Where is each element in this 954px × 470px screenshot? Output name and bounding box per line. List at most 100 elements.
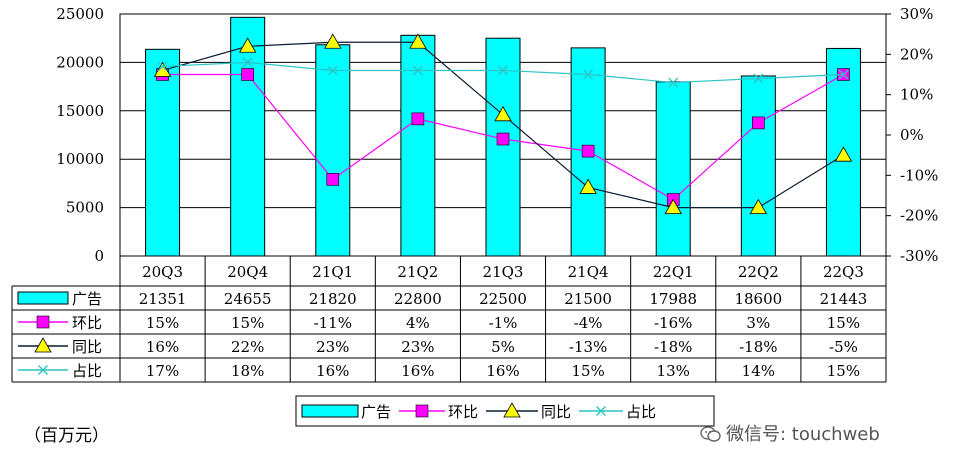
bar-series <box>145 16 861 257</box>
right-tick-label: -10% <box>900 166 938 184</box>
watermark-text: 微信号: touchweb <box>726 424 880 445</box>
table-row-label-占比: 占比 <box>72 362 102 380</box>
table-cell: 18% <box>231 362 264 380</box>
category-label: 21Q2 <box>397 263 438 281</box>
legend: 广告 环比 同比 占比 <box>295 395 715 427</box>
legend-key-广告 <box>301 404 359 418</box>
table-row-label-环比: 环比 <box>72 314 102 332</box>
right-tick-label: 20% <box>900 45 933 63</box>
point-同比-20Q4 <box>238 37 257 53</box>
legend-marker-占比 <box>38 365 48 375</box>
table-cell: -18% <box>654 338 692 356</box>
legend-label-广告: 广告 <box>361 403 391 421</box>
point-环比-21Q1 <box>326 173 340 186</box>
table-cell: 3% <box>746 314 770 332</box>
point-同比-21Q4 <box>579 178 597 194</box>
table-cell: 15% <box>571 362 604 380</box>
table-cell: 15% <box>146 314 179 332</box>
table-cell: 21500 <box>564 290 612 308</box>
table-cell: 22500 <box>479 290 527 308</box>
point-环比-22Q2 <box>752 116 765 130</box>
category-label: 21Q1 <box>312 263 353 281</box>
legend-marker-同比 <box>503 402 521 418</box>
line-series <box>153 33 853 215</box>
bar-20Q3 <box>145 48 181 257</box>
bar-22Q2 <box>740 75 776 257</box>
table-cell: 15% <box>827 362 860 380</box>
table-cell: -1% <box>489 314 518 332</box>
table-cell: 15% <box>827 314 860 332</box>
point-同比-21Q2 <box>409 33 427 49</box>
point-占比-22Q3 <box>838 69 849 80</box>
category-label: 20Q3 <box>142 263 183 281</box>
left-axis-ticks: 0 5000 10000 15000 20000 25000 <box>56 5 104 265</box>
table-cell: 23% <box>401 338 434 356</box>
legend-label-环比: 环比 <box>448 403 478 421</box>
point-同比-21Q1 <box>324 33 342 49</box>
right-tick-label: 10% <box>900 86 933 104</box>
bar-22Q1 <box>655 81 691 257</box>
table-cell: 16% <box>486 362 519 380</box>
legend-label-同比: 同比 <box>541 403 571 421</box>
table-cell: -16% <box>654 314 692 332</box>
right-tick-label: 0% <box>900 126 924 144</box>
table-cell: 22800 <box>394 290 442 308</box>
watermark: 微信号: touchweb <box>700 420 880 446</box>
data-table: 20Q3 20Q4 21Q1 21Q2 21Q3 21Q4 22Q1 22Q2 22Q3 广告 21… <box>11 255 887 383</box>
table-cell: 21820 <box>309 290 357 308</box>
table-cell: 15% <box>231 314 264 332</box>
legend-marker-同比 <box>34 337 52 353</box>
table-cell: 24655 <box>224 290 272 308</box>
point-占比-21Q3 <box>498 65 508 76</box>
legend-label-占比: 占比 <box>626 403 656 421</box>
right-tick-label: -30% <box>900 247 938 265</box>
point-同比-22Q2 <box>749 198 768 215</box>
point-占比-22Q1 <box>668 77 679 88</box>
table-cell: 16% <box>401 362 434 380</box>
point-同比-21Q3 <box>494 106 512 122</box>
left-tick-label: 25000 <box>56 5 104 23</box>
left-tick-label: 20000 <box>56 53 104 71</box>
category-label: 22Q3 <box>823 263 864 281</box>
point-同比-22Q3 <box>834 146 853 162</box>
table-cell: 21351 <box>139 290 187 308</box>
point-占比-21Q1 <box>327 65 338 76</box>
table-cell: 17988 <box>649 290 697 308</box>
point-环比-21Q2 <box>411 112 425 126</box>
left-tick-label: 15000 <box>56 102 104 120</box>
table-cell: 18600 <box>734 290 782 308</box>
table-cell: 16% <box>316 362 349 380</box>
category-label: 21Q3 <box>483 263 524 281</box>
left-tick-label: 0 <box>94 247 104 265</box>
table-cell: -11% <box>314 314 352 332</box>
bar-21Q2 <box>400 34 436 257</box>
table-cell: -18% <box>739 338 777 356</box>
point-占比-20Q4 <box>242 57 253 68</box>
point-占比-20Q3 <box>157 61 168 72</box>
table-cell: 22% <box>231 338 264 356</box>
point-环比-21Q3 <box>496 132 510 146</box>
bar-21Q1 <box>315 44 351 257</box>
left-tick-label: 10000 <box>56 150 104 168</box>
table-row-label-同比: 同比 <box>72 338 102 356</box>
category-label: 22Q2 <box>738 263 779 281</box>
table-cell: -4% <box>574 314 603 332</box>
bar-21Q3 <box>485 37 521 257</box>
right-axis-ticks: 30% 20% 10% 0% -10% -20% -30% <box>886 5 938 265</box>
category-label: 22Q1 <box>653 263 694 281</box>
table-cell: 23% <box>316 338 349 356</box>
right-tick-label: 30% <box>900 5 933 23</box>
right-tick-label: -20% <box>900 207 938 225</box>
point-环比-20Q4 <box>241 68 254 81</box>
wechat-icon <box>700 426 721 442</box>
table-row-label-广告: 广告 <box>72 290 102 308</box>
point-占比-22Q2 <box>753 73 764 84</box>
unit-label: （百万元） <box>24 426 109 446</box>
bar-20Q4 <box>230 16 266 257</box>
table-cell: 17% <box>146 362 179 380</box>
table-cell: 4% <box>406 314 430 332</box>
legend-key-广告 <box>17 291 69 305</box>
table-cell: 14% <box>742 362 775 380</box>
table-cell: 21443 <box>820 290 868 308</box>
